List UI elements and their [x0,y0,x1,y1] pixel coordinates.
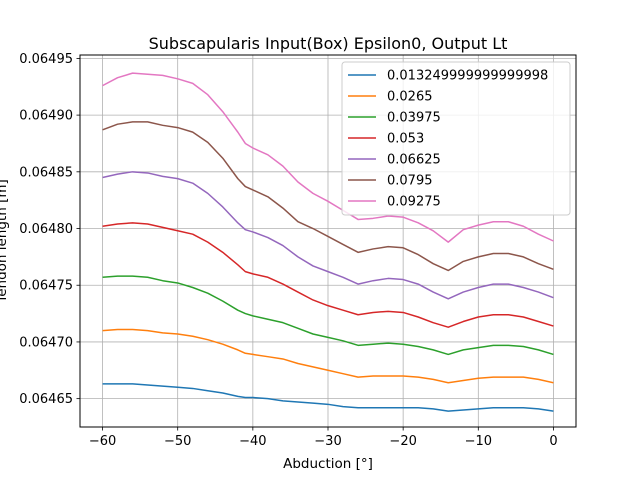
series-line-3 [102,275,554,356]
x-tick-label: 0 [549,434,557,449]
legend-box [341,61,571,216]
series-line-6 [102,121,554,272]
y-tick-label: 0.06490 [19,109,73,124]
x-tick-label: −20 [389,434,416,449]
x-tick-label: −50 [164,434,191,449]
y-tick-label: 0.06470 [19,335,73,350]
y-tick-label: 0.06465 [19,392,73,407]
legend-label: 0.09275 [387,195,441,210]
y-tick-label: 0.06485 [19,165,73,180]
x-tick-label: −60 [89,434,116,449]
x-tick-label: −30 [314,434,341,449]
y-axis-label: Tendon length [m] [0,179,10,304]
series-line-4 [102,222,554,328]
series-line-1 [102,383,554,412]
x-tick-label: −10 [465,434,492,449]
series-line-7 [102,72,554,243]
x-axis-label: Abduction [°] [283,456,373,472]
legend: 0.013249999999999998 0.0265 0.03975 0.053 0.… [341,61,571,216]
x-tick-label: −40 [239,434,266,449]
legend-label: 0.06625 [387,153,441,168]
y-tick-label: 0.06475 [19,279,73,294]
series-line-5 [102,171,554,300]
legend-label: 0.0795 [387,174,433,189]
series-line-2 [102,328,554,384]
axis-ticks: −60 −50 −40 −30 −20 −10 0 0.06465 0.06470 0.06475… [19,52,557,449]
y-tick-label: 0.06480 [19,222,73,237]
chart-title: Subscapularis Input(Box) Epsilon0, Outpu… [149,34,508,53]
legend-label: 0.013249999999999998 [387,69,548,84]
y-tick-label: 0.06495 [19,52,73,67]
legend-label: 0.03975 [387,111,441,126]
series-lines [102,72,554,412]
legend-label: 0.0265 [387,90,433,105]
grid [80,55,576,427]
legend-label: 0.053 [387,132,424,147]
